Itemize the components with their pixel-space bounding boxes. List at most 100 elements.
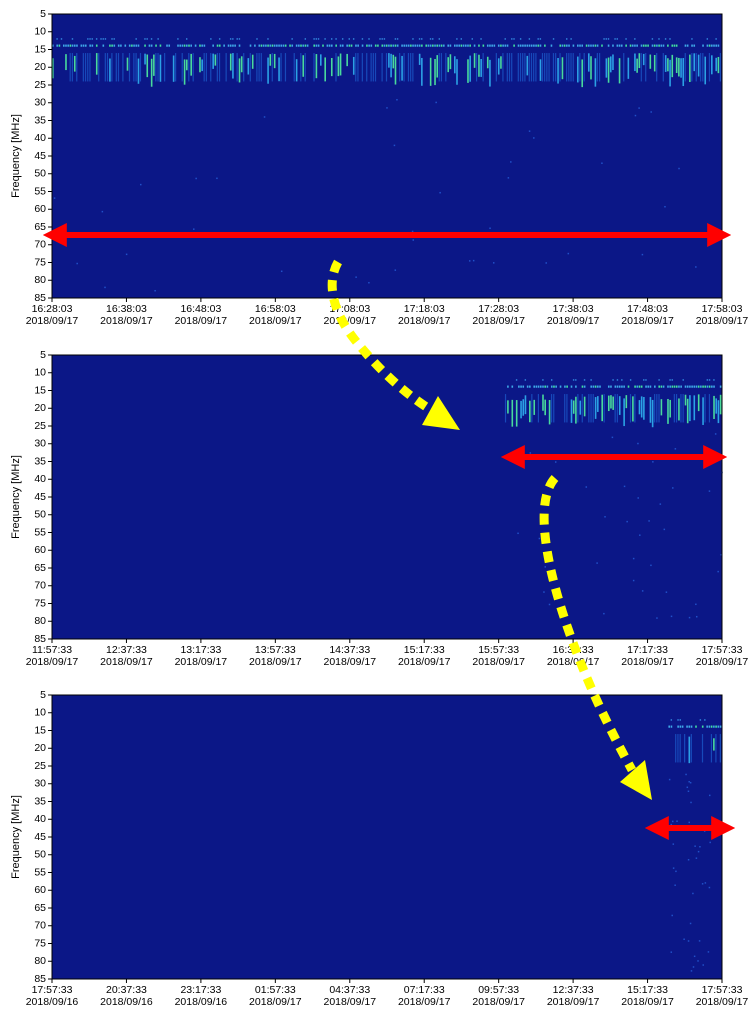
x-tick-label: 17:48:03 <box>627 303 668 315</box>
signal <box>467 59 469 83</box>
signal <box>89 38 91 40</box>
signal <box>117 44 120 47</box>
noise <box>101 210 104 213</box>
signal <box>719 53 722 82</box>
signal <box>675 44 678 47</box>
signal <box>339 44 342 47</box>
signal <box>682 379 684 381</box>
x-tick-label: 17:57:33 <box>702 644 743 656</box>
signal <box>155 53 157 82</box>
signal <box>87 38 89 40</box>
noise <box>544 566 547 568</box>
signal <box>172 55 175 82</box>
signal <box>210 53 212 82</box>
signal <box>658 394 660 423</box>
signal <box>662 53 664 82</box>
signal <box>82 53 84 82</box>
signal <box>58 44 61 47</box>
signal <box>524 44 526 47</box>
signal <box>227 44 230 47</box>
signal <box>664 55 667 72</box>
signal <box>497 58 500 75</box>
signal <box>601 394 603 422</box>
noise <box>692 966 695 968</box>
signal <box>623 53 625 82</box>
signal <box>612 396 614 410</box>
signal <box>616 44 619 47</box>
signal <box>146 54 149 78</box>
signal <box>689 385 691 388</box>
signal <box>300 44 302 47</box>
signal <box>175 53 177 82</box>
x-tick-label: 15:17:33 <box>627 984 668 996</box>
y-tick-label: 20 <box>34 61 46 73</box>
x-tick-label: 13:17:33 <box>180 644 221 656</box>
noise <box>125 253 128 256</box>
x-tick-label: 2018/09/17 <box>398 996 451 1008</box>
signal <box>471 38 473 40</box>
signal <box>686 398 689 424</box>
signal <box>629 379 632 381</box>
signal <box>135 44 138 47</box>
signal <box>693 44 696 47</box>
signal <box>280 44 283 47</box>
signal <box>478 44 480 47</box>
signal <box>684 394 687 406</box>
signal <box>610 385 612 388</box>
noise <box>634 114 637 117</box>
signal <box>249 44 252 47</box>
signal <box>328 44 331 47</box>
noise <box>663 528 666 531</box>
signal <box>113 38 115 40</box>
y-tick-label: 5 <box>40 8 46 20</box>
noise <box>688 616 691 619</box>
signal <box>216 44 219 47</box>
signal <box>355 53 357 82</box>
signal <box>56 38 58 40</box>
noise <box>545 262 547 264</box>
signal <box>243 53 245 82</box>
signal <box>649 54 652 69</box>
signal <box>385 53 388 82</box>
signal <box>76 44 78 47</box>
signal <box>388 53 390 68</box>
x-tick-label: 2018/09/17 <box>175 656 228 668</box>
signal <box>671 44 674 47</box>
signal <box>322 44 324 47</box>
noise <box>674 448 677 450</box>
signal <box>691 385 693 388</box>
signal <box>690 734 692 763</box>
signal <box>76 53 78 82</box>
noise <box>193 228 195 230</box>
signal <box>429 44 432 47</box>
signal <box>508 53 511 82</box>
signal <box>559 44 562 47</box>
signal <box>667 58 669 72</box>
signal <box>73 44 76 47</box>
signal <box>302 44 305 47</box>
signal <box>133 53 135 82</box>
signal <box>533 44 535 47</box>
noise <box>687 940 690 942</box>
signal <box>539 59 542 81</box>
x-tick-label: 16:28:03 <box>32 303 73 315</box>
signal <box>500 56 502 69</box>
noise <box>641 590 644 592</box>
signal <box>144 44 146 47</box>
signal <box>348 38 350 40</box>
signal <box>719 385 722 388</box>
signal <box>667 44 669 47</box>
signal <box>432 44 434 47</box>
signal <box>651 399 654 428</box>
signal <box>651 38 654 40</box>
signal <box>572 44 575 47</box>
signal <box>599 385 601 388</box>
signal <box>605 58 608 78</box>
noise <box>695 603 697 606</box>
signal <box>399 53 401 82</box>
x-tick-label: 16:38:03 <box>106 303 147 315</box>
signal <box>137 44 140 47</box>
x-tick-label: 17:38:03 <box>553 303 594 315</box>
signal <box>535 44 537 47</box>
signal <box>262 44 265 47</box>
